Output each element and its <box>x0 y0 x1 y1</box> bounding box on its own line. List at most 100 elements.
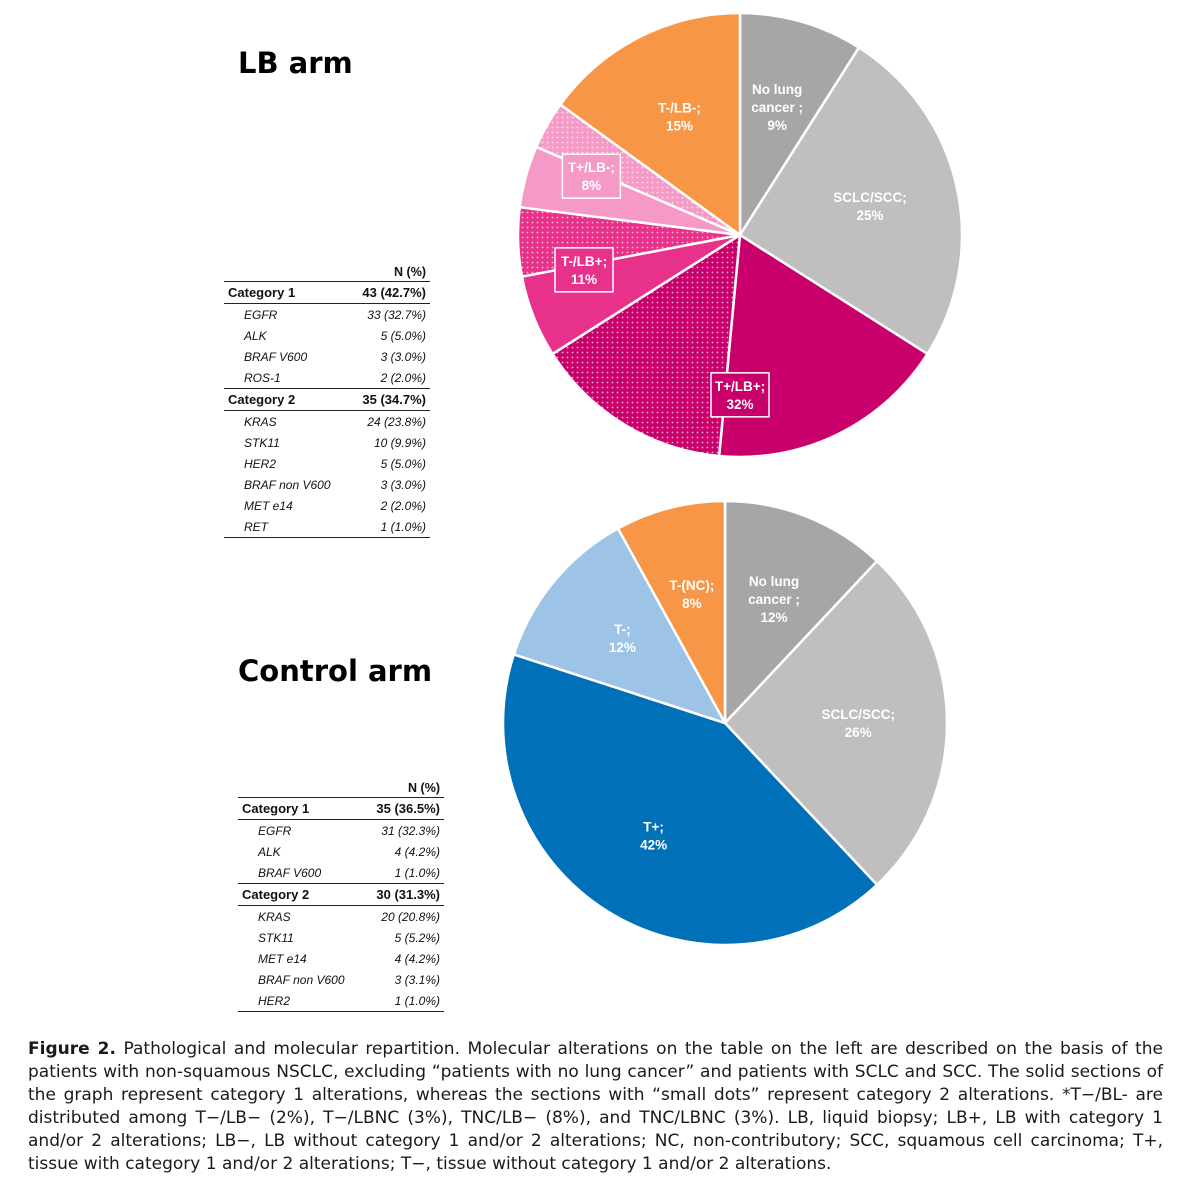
alteration-name: STK11 <box>244 435 280 450</box>
pie-label-group: T+/LB-; 8% <box>561 153 622 199</box>
alteration-value: 2 (2.0%) <box>380 370 426 385</box>
alteration-value: 5 (5.0%) <box>380 456 426 471</box>
figure-caption: Figure 2. Pathological and molecular rep… <box>28 1038 1163 1176</box>
alteration-row: BRAF V600 3 (3.0%) <box>224 346 430 367</box>
lb-arm-alterations-table: N (%) Category 1 43 (42.7%) EGFR 33 (32.7%) A… <box>224 264 430 538</box>
alteration-value: 4 (4.2%) <box>394 951 440 966</box>
alteration-value: 3 (3.0%) <box>380 477 426 492</box>
category-name: Category 1 <box>224 281 349 304</box>
pie-label-box <box>554 247 614 293</box>
pie-slice-no-lung-cancer <box>738 11 861 240</box>
table-header-n-percent: N (%) <box>363 780 444 798</box>
alteration-name: BRAF V600 <box>258 865 322 880</box>
alteration-row: KRAS 20 (20.8%) <box>238 906 444 928</box>
alteration-name: MET e14 <box>258 951 307 966</box>
pie-percent-label: 26% <box>845 725 872 740</box>
pie-label-group: T+; 42% <box>640 819 667 852</box>
pie-slice-t-nc <box>616 499 727 724</box>
pie-category-label: T+; <box>643 819 664 834</box>
alteration-row: BRAF non V600 3 (3.1%) <box>238 969 444 990</box>
pie-slice-t <box>512 526 728 726</box>
category-name: Category 2 <box>224 388 349 411</box>
alteration-row: STK11 10 (9.9%) <box>224 432 430 453</box>
pie-label-group: No lung cancer ; 12% <box>748 574 800 625</box>
alteration-name: RET <box>224 516 349 538</box>
alteration-row: RET 1 (1.0%) <box>224 516 430 538</box>
category-row: Category 2 35 (34.7%) <box>224 388 430 411</box>
pie-label-group: T-(NC); 8% <box>669 578 714 611</box>
pie-slice-sclc-scc <box>723 559 949 887</box>
pie-percent-label: 12% <box>761 610 788 625</box>
caption-text: Pathological and molecular repartition. … <box>28 1039 1164 1174</box>
category-value: 43 (42.7%) <box>349 281 430 304</box>
pie-category-label: No lung <box>749 574 799 589</box>
pie-percent-label: 25% <box>856 208 883 223</box>
alteration-name: ALK <box>244 328 267 343</box>
alteration-row: HER2 5 (5.0%) <box>224 453 430 474</box>
alteration-value: 2 (2.0%) <box>380 498 426 513</box>
alteration-value: 1 (1.0%) <box>349 516 430 538</box>
pie-category-label: T-(NC); <box>669 578 714 593</box>
category-name: Category 1 <box>238 797 363 820</box>
pie-percent-label: 11% <box>571 272 597 287</box>
control-arm-title: Control arm <box>238 654 433 688</box>
alteration-name: ALK <box>258 844 281 859</box>
pie-label-group: SCLC/SCC; 26% <box>821 707 895 740</box>
alteration-row: ALK 5 (5.0%) <box>224 325 430 346</box>
pie-percent-label: 15% <box>666 118 693 133</box>
pie-slice-sclc-scc <box>738 45 964 356</box>
pie-percent-label: 8% <box>682 596 702 611</box>
alteration-row: MET e14 2 (2.0%) <box>224 495 430 516</box>
category-name: Category 2 <box>238 883 363 906</box>
figure-label: Figure 2. <box>28 1039 116 1059</box>
control-arm-pie-chart: No lung cancer ; 12% SCLC/SCC; 26% T+; 42% T-; 1… <box>501 499 949 947</box>
pie-label-box <box>561 153 622 199</box>
alteration-name: KRAS <box>244 414 277 429</box>
alteration-value: 24 (23.8%) <box>367 414 426 429</box>
pie-label-box <box>710 372 770 418</box>
alteration-value: 10 (9.9%) <box>373 435 426 450</box>
pie-category-label: cancer ; <box>748 592 800 607</box>
alteration-name: ROS-1 <box>244 370 281 385</box>
category-value: 35 (34.7%) <box>349 388 430 411</box>
pie-category-label: T-/LB+; <box>561 254 607 269</box>
alteration-name: HER2 <box>244 456 277 471</box>
pie-percent-label: 32% <box>726 397 753 412</box>
pie-label-group: T-/LB+; 11% <box>554 247 614 293</box>
pie-category-label: cancer ; <box>751 100 803 115</box>
pie-label-group: T-/LB-; 15% <box>658 100 701 133</box>
alteration-row: STK11 5 (5.2%) <box>238 927 444 948</box>
category-value: 30 (31.3%) <box>363 883 444 906</box>
pie-label-group: SCLC/SCC; 25% <box>833 190 907 223</box>
pie-category-label: T+/LB-; <box>568 160 615 175</box>
control-arm-alterations-table: N (%) Category 1 35 (36.5%) EGFR 31 (32.3%) A… <box>238 780 444 1012</box>
pie-percent-label: 12% <box>609 640 636 655</box>
lb-arm-title: LB arm <box>238 46 353 80</box>
alteration-name: HER2 <box>238 990 363 1012</box>
pie-label-group: T-; 12% <box>609 622 636 655</box>
alteration-value: 3 (3.0%) <box>380 349 426 364</box>
table-header-blank <box>224 264 349 282</box>
alteration-row: EGFR 31 (32.3%) <box>238 820 444 842</box>
pie-category-label: No lung <box>752 82 802 97</box>
alteration-row: MET e14 4 (4.2%) <box>238 948 444 969</box>
alteration-name: EGFR <box>258 823 292 838</box>
alteration-row: ROS-1 2 (2.0%) <box>224 367 430 389</box>
alteration-value: 20 (20.8%) <box>381 909 440 924</box>
alteration-value: 5 (5.2%) <box>394 930 440 945</box>
category-value: 35 (36.5%) <box>363 797 444 820</box>
alteration-value: 31 (32.3%) <box>381 823 440 838</box>
pie-category-label: T+/LB+; <box>715 379 765 394</box>
pie-percent-label: 8% <box>582 178 602 193</box>
alteration-name: KRAS <box>258 909 291 924</box>
pie-slice-t-lb <box>717 232 930 459</box>
alteration-value: 4 (4.2%) <box>394 844 440 859</box>
alteration-row: KRAS 24 (23.8%) <box>224 411 430 433</box>
alteration-name: MET e14 <box>244 498 293 513</box>
alteration-name: STK11 <box>258 930 294 945</box>
alteration-value: 1 (1.0%) <box>394 865 440 880</box>
alteration-name: BRAF non V600 <box>244 477 331 492</box>
pie-slice-dotted-part <box>550 232 742 458</box>
table-header-n-percent: N (%) <box>349 264 430 282</box>
pie-percent-label: 9% <box>767 118 787 133</box>
